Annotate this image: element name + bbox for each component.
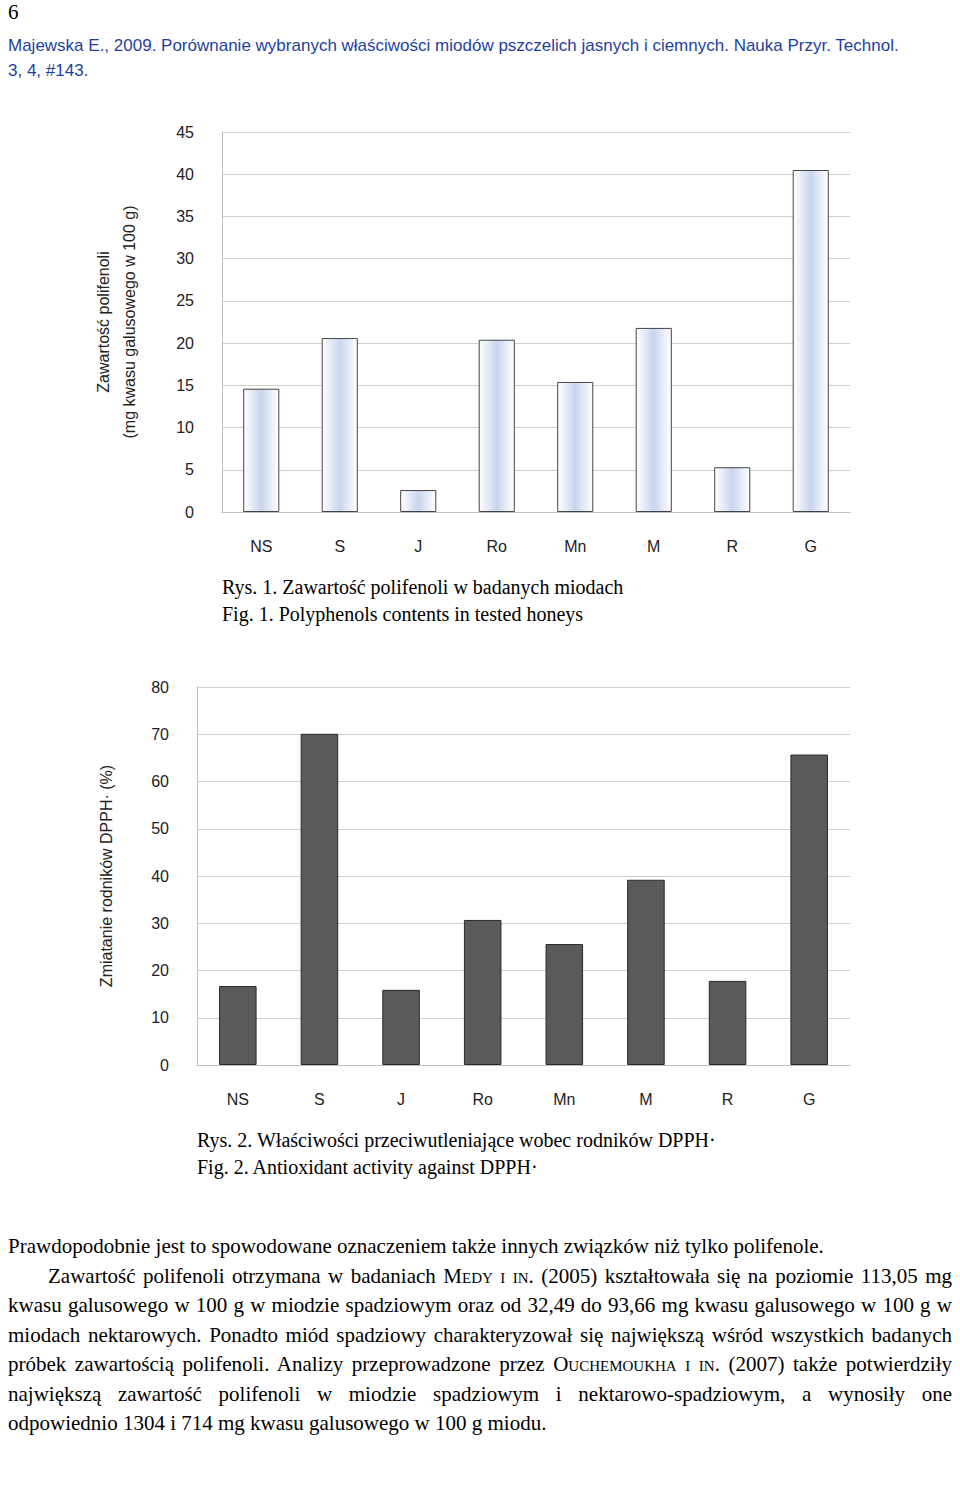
svg-text:J: J: [414, 538, 422, 555]
svg-text:R: R: [726, 538, 738, 555]
svg-text:Zmiatanie rodników DPPH· (%): Zmiatanie rodników DPPH· (%): [98, 765, 115, 987]
svg-text:NS: NS: [227, 1091, 249, 1108]
html-text:Majewska E., 2009. Porównanie: Majewska E., 2009. Porównanie wybranych …: [8, 36, 899, 80]
svg-text:35: 35: [176, 208, 194, 225]
svg-text:15: 15: [176, 377, 194, 394]
svg-text:J: J: [397, 1091, 405, 1108]
svg-text:R: R: [722, 1091, 734, 1108]
svg-text:0: 0: [160, 1057, 169, 1074]
svg-text:60: 60: [151, 773, 169, 790]
svg-text:Mn: Mn: [564, 538, 586, 555]
svg-text:S: S: [314, 1091, 325, 1108]
svg-text:30: 30: [176, 250, 194, 267]
svg-text:5: 5: [185, 461, 194, 478]
svg-text:50: 50: [151, 820, 169, 837]
html-text:Fig. 1. Polyphenols contents i: Fig. 1. Polyphenols contents in tested h…: [222, 603, 584, 625]
svg-text:10: 10: [176, 419, 194, 436]
svg-text:40: 40: [176, 166, 194, 183]
svg-text:20: 20: [151, 962, 169, 979]
svg-text:Ro: Ro: [487, 538, 508, 555]
svg-text:10: 10: [151, 1009, 169, 1026]
html-text:Rys. 1. Zawartość polifenoli w: Rys. 1. Zawartość polifenoli w badanych …: [222, 576, 624, 598]
html-text:Fig. 2. Antioxidant activity a: Fig. 2. Antioxidant activity against DPP…: [197, 1156, 538, 1178]
svg-text:45: 45: [176, 124, 194, 141]
svg-text:M: M: [647, 538, 660, 555]
svg-text:Mn: Mn: [553, 1091, 575, 1108]
svg-text:Zawartość polifenoli: Zawartość polifenoli: [95, 251, 112, 392]
svg-text:30: 30: [151, 915, 169, 932]
svg-text:40: 40: [151, 868, 169, 885]
svg-text:20: 20: [176, 335, 194, 352]
html-text:6: 6: [8, 0, 19, 24]
svg-text:(mg kwasu galusowego w 100 g): (mg kwasu galusowego w 100 g): [121, 205, 138, 438]
svg-text:25: 25: [176, 292, 194, 309]
html-text:Rys. 2. Właściwości przeciwutl: Rys. 2. Właściwości przeciwutleniające w…: [197, 1129, 716, 1151]
svg-text:S: S: [334, 538, 345, 555]
html-text:Zawartość polifenoli otrzymana: Zawartość polifenoli otrzymana w badania…: [8, 1263, 952, 1435]
svg-text:M: M: [639, 1091, 652, 1108]
svg-text:G: G: [805, 538, 817, 555]
svg-text:G: G: [803, 1091, 815, 1108]
svg-text:Ro: Ro: [472, 1091, 493, 1108]
html-text:Prawdopodobnie jest to spowodo: Prawdopodobnie jest to spowodowane oznac…: [8, 1234, 824, 1258]
svg-text:NS: NS: [250, 538, 272, 555]
svg-text:0: 0: [185, 504, 194, 521]
svg-text:80: 80: [151, 679, 169, 696]
svg-text:70: 70: [151, 726, 169, 743]
